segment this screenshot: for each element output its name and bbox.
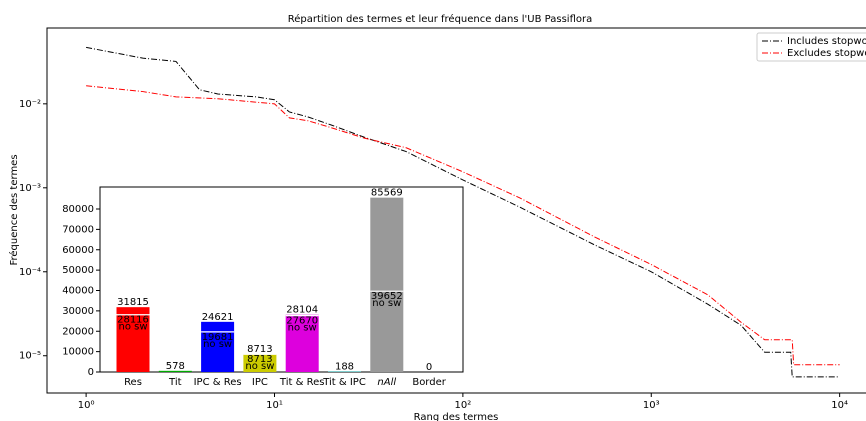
nosw-value-label: 8713: [247, 354, 272, 365]
value-label: 31815: [117, 297, 149, 308]
x-tick-label: IPC: [252, 377, 268, 388]
x-tick-label: Tit: [168, 377, 182, 388]
nosw-value-label: 27670: [286, 316, 318, 327]
nosw-label: no sw: [288, 323, 317, 334]
value-label: 8713: [247, 344, 272, 355]
x-tick-label: Border: [412, 377, 446, 388]
nosw-label: no sw: [245, 361, 274, 372]
x-tick-label: Res: [124, 377, 142, 388]
x-axis-label: Rang des termes: [414, 412, 499, 421]
bar: [243, 354, 277, 372]
legend-label: Includes stopwords: [787, 36, 866, 47]
x-tick-label: IPC & Res: [194, 377, 242, 388]
y-tick-label: 10⁻⁵: [19, 351, 41, 362]
x-tick-label: 10⁴: [831, 400, 848, 411]
y-tick-label: 40000: [62, 286, 94, 297]
x-tick-label: 10³: [643, 400, 660, 411]
chart-title: Répartition des termes et leur fréquence…: [288, 13, 592, 25]
bar: [116, 307, 150, 372]
y-tick-label: 30000: [62, 306, 94, 317]
value-label: 578: [166, 361, 185, 372]
y-axis-label: Fréquence des termes: [8, 154, 20, 265]
x-tick-label: Tit & IPC: [322, 377, 366, 388]
bar: [285, 314, 319, 372]
x-tick-label: nAll: [377, 377, 396, 388]
bar: [370, 197, 404, 372]
nosw-value-label: 39652: [371, 291, 403, 302]
x-tick-label: Tit & Res: [279, 377, 325, 388]
y-tick-label: 10⁻²: [19, 99, 41, 110]
y-tick-label: 50000: [62, 265, 94, 276]
y-tick-label: 0: [88, 367, 94, 378]
value-label: 24621: [202, 312, 234, 323]
value-label: 85569: [371, 188, 403, 199]
legend-box: [756, 32, 866, 62]
y-tick-label: 10000: [62, 347, 94, 358]
y-tick-label: 80000: [62, 204, 94, 215]
y-tick-label: 10⁻³: [19, 183, 41, 194]
legend-label: Excludes stopwords: [787, 48, 866, 59]
y-tick-label: 20000: [62, 326, 94, 337]
value-label: 188: [335, 362, 354, 373]
y-tick-label: 60000: [62, 245, 94, 256]
y-tick-label: 70000: [62, 224, 94, 235]
x-tick-label: 10⁰: [78, 400, 95, 411]
x-tick-label: 10²: [455, 400, 472, 411]
y-tick-label: 10⁻⁴: [19, 267, 41, 278]
value-label: 0: [426, 362, 432, 373]
plot-area: [46, 27, 866, 394]
inset-area: [99, 186, 464, 373]
series-line: [86, 46, 840, 378]
nosw-label: no sw: [203, 339, 232, 350]
x-tick-label: 10¹: [266, 400, 283, 411]
value-label: 28104: [286, 305, 318, 316]
nosw-label: no sw: [118, 322, 147, 333]
bar: [158, 370, 192, 372]
nosw-value-label: 19681: [202, 332, 234, 343]
nosw-value-label: 28116: [117, 315, 149, 326]
bar: [201, 321, 235, 372]
nosw-label: no sw: [372, 298, 401, 309]
